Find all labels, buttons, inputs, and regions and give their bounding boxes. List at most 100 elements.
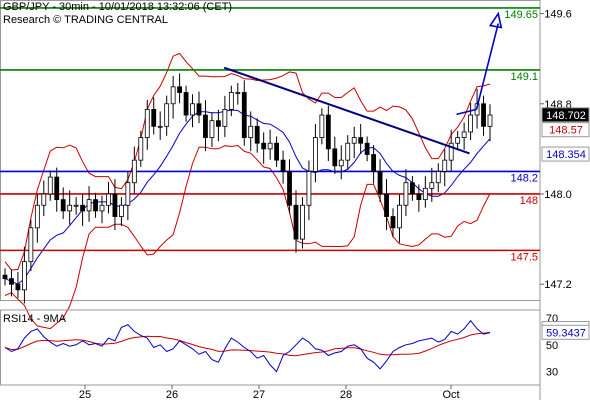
bollinger-bands (4, 52, 491, 330)
candle-body (274, 142, 280, 161)
candle-body (442, 159, 448, 172)
support-resistance-levels: 149.65 149.1 148.2 148 147.5 (0, 7, 540, 263)
candle-body (409, 182, 415, 195)
rsi-label-box (541, 324, 590, 340)
candle-body (209, 120, 215, 138)
candle-body (254, 125, 260, 144)
axis-labels: 149.6148.8148.0147.2148.702148.57148.354… (79, 9, 590, 400)
candle-body (300, 204, 305, 240)
candle-body (60, 199, 66, 212)
candle-body (67, 204, 73, 212)
chart-source: Research © TRADING CENTRAL (3, 14, 168, 26)
candle-body (364, 142, 370, 155)
rsi-y-tick-label: 50 (546, 340, 558, 352)
candle-body (99, 204, 105, 212)
price-label: 148.702 (546, 110, 586, 122)
price-label: 148.354 (546, 149, 586, 161)
candle-body (106, 193, 111, 206)
x-tick-label: 25 (79, 389, 91, 400)
candle-body (86, 199, 92, 212)
candle-body (215, 120, 221, 127)
price-label: 148.57 (549, 125, 583, 137)
candle-body (164, 103, 170, 127)
candle-body (138, 137, 144, 161)
rsi-panel: RSI14 - 9MA70503062.147959.3437 (0, 309, 590, 386)
y-tick-label: 149.6 (544, 9, 572, 21)
candle-body (325, 114, 331, 150)
candle-body (190, 103, 195, 116)
level-label: 149.65 (504, 9, 538, 21)
candle-body (461, 131, 467, 138)
candle-body (422, 187, 428, 201)
y-tick-label: 147.2 (544, 279, 572, 291)
moving-average-line (4, 109, 491, 285)
candle-body (481, 103, 486, 127)
candle-body (371, 154, 377, 172)
candle-body (157, 125, 163, 128)
bollinger-upper-band (4, 52, 491, 271)
candle-body (293, 204, 299, 240)
candle-body (429, 182, 435, 189)
candle-body (235, 92, 241, 94)
level-label: 148 (520, 195, 538, 207)
forecast-arrow-head (488, 11, 503, 29)
candle-body (41, 193, 47, 206)
x-tick-label: 27 (253, 389, 265, 400)
level-label: 148.2 (510, 172, 538, 184)
candle-body (345, 142, 351, 161)
rsi-panel-border (0, 309, 541, 386)
candle-body (151, 108, 157, 127)
candle-body (267, 142, 273, 150)
candle-body (28, 227, 34, 263)
candle-body (54, 176, 60, 201)
price-label-box (541, 122, 590, 138)
candle-body (183, 92, 189, 116)
candle-body (170, 86, 176, 105)
y-tick-label: 148.0 (544, 189, 572, 201)
level-label: 147.5 (510, 251, 538, 263)
candle-body (80, 204, 85, 212)
candle-body (280, 159, 286, 172)
candle-body (306, 171, 312, 206)
candle-body (73, 204, 79, 207)
candle-body (358, 137, 364, 144)
candle-body (131, 159, 137, 184)
candle-body (397, 204, 402, 229)
resistance-trendline (223, 66, 470, 155)
candlestick-series (2, 73, 493, 304)
candle-body (487, 114, 493, 127)
rsi-ma-line (4, 332, 491, 357)
candle-body (47, 176, 53, 195)
candle-body (261, 142, 267, 150)
candle-body (241, 92, 247, 138)
candle-body (435, 171, 441, 184)
rsi-y-tick-label: 30 (546, 367, 558, 379)
price-label-box (541, 107, 590, 123)
bollinger-lower-band (4, 144, 491, 330)
x-tick-label: Oct (442, 389, 459, 400)
rsi-line (4, 319, 491, 373)
forecast-arrow-shaft (475, 23, 500, 110)
x-tick-label: 28 (340, 389, 352, 400)
candle-body (203, 114, 208, 138)
x-tick-label: 26 (166, 389, 178, 400)
candle-body (351, 137, 357, 144)
level-label: 149.1 (510, 71, 538, 83)
candle-body (125, 182, 131, 206)
chart-annotations (223, 11, 503, 155)
candle-body (287, 171, 292, 206)
candle-body (319, 114, 325, 138)
price-label-box (541, 146, 590, 162)
candle-body (144, 108, 150, 138)
candle-body (448, 142, 454, 161)
candle-body (468, 114, 474, 133)
candle-body (93, 199, 98, 212)
rsi-title: RSI14 - 9MA (3, 313, 67, 325)
candle-body (15, 283, 21, 291)
candle-body (177, 86, 183, 93)
candle-body (403, 182, 409, 206)
candle-body (9, 278, 14, 285)
forecast-arrow-lead (456, 108, 477, 116)
candle-body (377, 171, 383, 195)
chart-title: GBP/JPY - 30min - 10/01/2018 13:32:06 (C… (3, 1, 233, 13)
